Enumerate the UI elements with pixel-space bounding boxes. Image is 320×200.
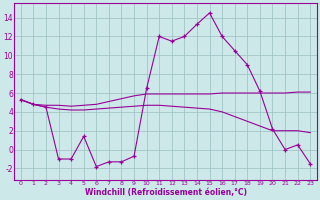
X-axis label: Windchill (Refroidissement éolien,°C): Windchill (Refroidissement éolien,°C) xyxy=(84,188,246,197)
